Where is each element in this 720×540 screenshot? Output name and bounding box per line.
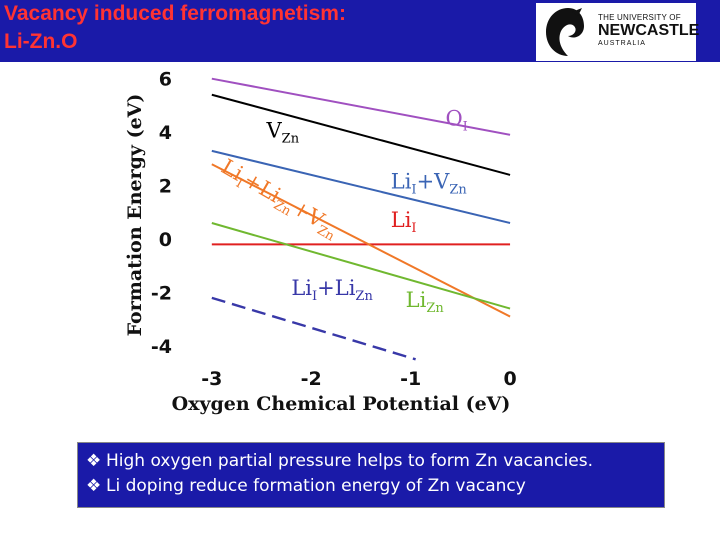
bullet-text: High oxygen partial pressure helps to fo…: [106, 451, 594, 471]
series-line: [211, 163, 511, 318]
university-logo: THE UNIVERSITY OF NEWCASTLE AUSTRALIA: [536, 3, 699, 61]
title-line-1: Vacancy induced ferromagnetism:: [4, 2, 346, 25]
series-label: VZn: [266, 118, 300, 146]
bullet-box: ❖ High oxygen partial pressure helps to f…: [77, 442, 665, 508]
logo-line-1: THE UNIVERSITY OF: [598, 13, 681, 22]
series-label: LiI: [391, 208, 417, 236]
series-line: [211, 93, 511, 176]
bullet-item: ❖ High oxygen partial pressure helps to f…: [86, 449, 664, 474]
series-line: [211, 77, 511, 136]
diamond-bullet-icon: ❖: [86, 476, 102, 496]
title-bar: Vacancy induced ferromagnetism: Li-Zn.O …: [0, 0, 720, 62]
seahorse-emblem-icon: [546, 8, 584, 56]
series-line: [211, 149, 511, 224]
series-line: [211, 296, 416, 361]
title-line-2: Li-Zn.O: [4, 30, 78, 53]
series-label: LiI+VZn: [391, 169, 468, 197]
diamond-bullet-icon: ❖: [86, 451, 102, 471]
y-tick-label: 6: [159, 69, 172, 91]
x-tick-label: -2: [301, 368, 322, 390]
y-tick-label: 2: [159, 176, 172, 198]
series-line: [211, 222, 511, 310]
series-label: LiZn: [406, 288, 445, 316]
logo-text: THE UNIVERSITY OF NEWCASTLE AUSTRALIA: [598, 13, 699, 47]
y-tick-label: -4: [151, 336, 172, 358]
x-axis-label: Oxygen Chemical Potential (eV): [172, 393, 511, 415]
series-label: OI: [445, 106, 467, 134]
formation-energy-chart: -4 -2 0 2 4 6 -3 -2 -1 0 Oxygen Chemical Potential…: [124, 69, 517, 415]
y-tick-label: 0: [159, 229, 172, 251]
logo-line-3: AUSTRALIA: [598, 40, 646, 47]
bullet-item: ❖ Li doping reduce formation energy of Zn…: [86, 474, 664, 499]
y-tick-label: -2: [151, 283, 172, 305]
logo-line-2: NEWCASTLE: [598, 22, 700, 39]
slide-title: Vacancy induced ferromagnetism: Li-Zn.O: [4, 0, 346, 56]
series-label: LiI+LiZn: [291, 276, 373, 304]
y-tick-label: 4: [159, 122, 172, 144]
y-axis-label: Formation Energy (eV): [124, 94, 146, 337]
x-tick-label: 0: [503, 368, 516, 390]
x-tick-label: -3: [201, 368, 222, 390]
bullet-text: Li doping reduce formation energy of Zn …: [106, 476, 526, 496]
x-tick-label: -1: [400, 368, 421, 390]
